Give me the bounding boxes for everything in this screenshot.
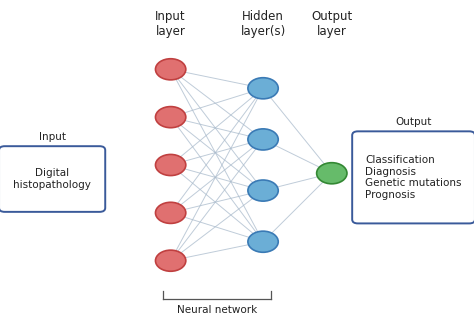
Text: Neural network: Neural network	[177, 305, 257, 314]
Circle shape	[155, 107, 186, 128]
FancyBboxPatch shape	[0, 146, 105, 212]
Circle shape	[248, 180, 278, 201]
Circle shape	[155, 154, 186, 176]
Circle shape	[155, 59, 186, 80]
Circle shape	[248, 231, 278, 252]
Circle shape	[248, 129, 278, 150]
Text: Output
layer: Output layer	[311, 10, 353, 38]
Text: Classification
Diagnosis
Genetic mutations
Prognosis: Classification Diagnosis Genetic mutatio…	[365, 155, 462, 200]
Circle shape	[155, 250, 186, 271]
Text: Input
layer: Input layer	[155, 10, 186, 38]
Circle shape	[317, 163, 347, 184]
Text: Output: Output	[395, 117, 432, 127]
Circle shape	[248, 78, 278, 99]
Text: Digital
histopathology: Digital histopathology	[13, 168, 91, 190]
Text: Input: Input	[39, 132, 65, 142]
FancyBboxPatch shape	[352, 131, 474, 223]
Text: Hidden
layer(s): Hidden layer(s)	[240, 10, 286, 38]
Circle shape	[155, 202, 186, 223]
